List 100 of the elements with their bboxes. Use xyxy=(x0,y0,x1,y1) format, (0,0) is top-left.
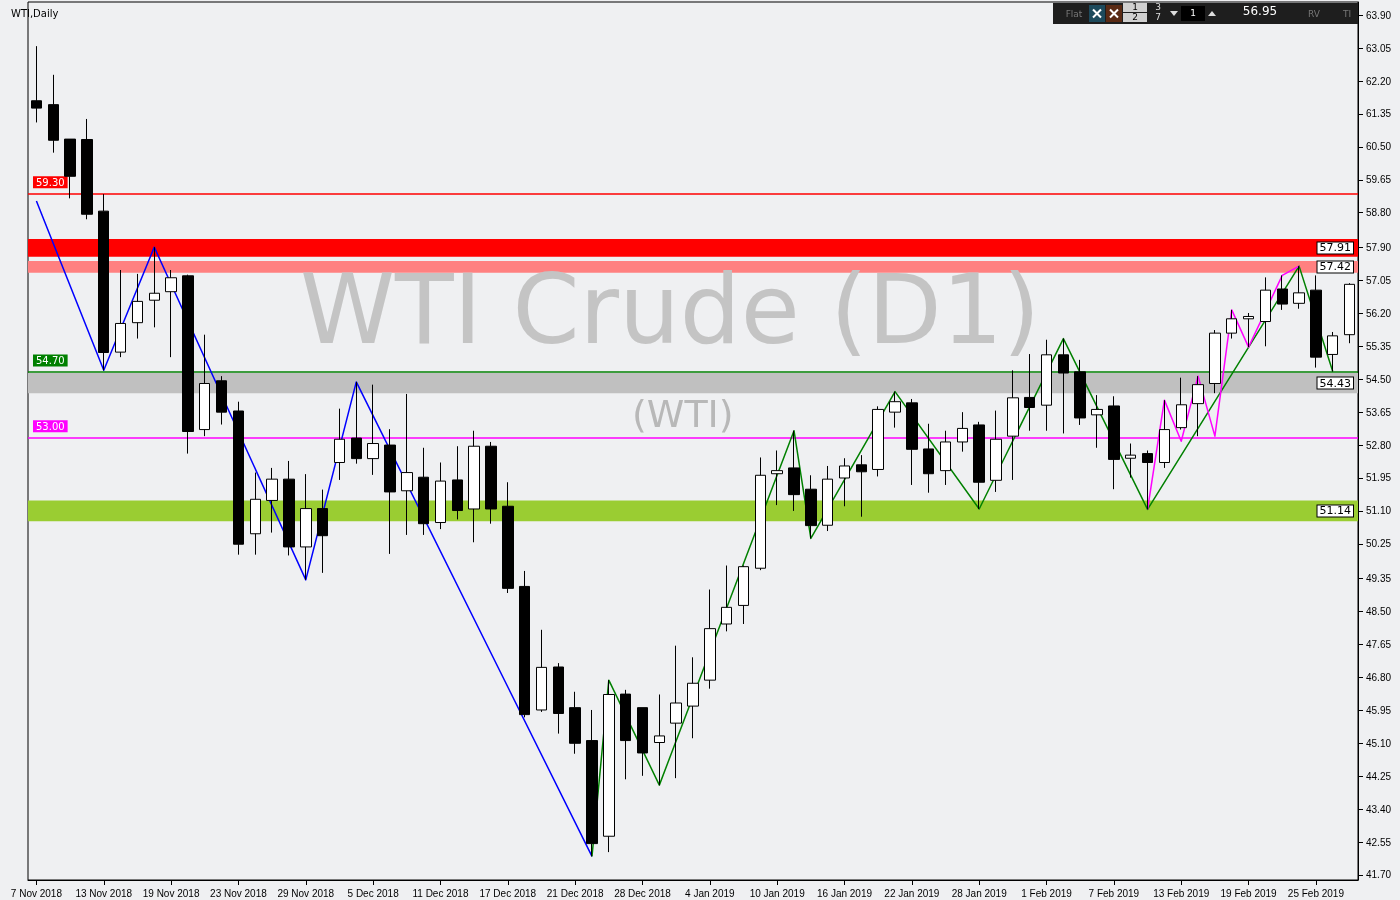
candlestick xyxy=(738,565,749,625)
candlestick xyxy=(721,565,732,632)
candlestick xyxy=(233,401,244,556)
annotation: 3 xyxy=(1154,2,1162,12)
x-tick-label: 28 Jan 2019 xyxy=(951,887,1008,899)
y-tick-label: 58.80 xyxy=(1366,207,1392,219)
x-tick-label: 7 Nov 2018 xyxy=(10,887,63,899)
band-label: 51.14 xyxy=(1319,504,1351,518)
y-tick-label: 61.35 xyxy=(1366,108,1392,120)
annotation: TI xyxy=(1341,8,1353,21)
candlestick xyxy=(1074,359,1086,426)
y-tick-label: 55.35 xyxy=(1366,340,1392,352)
y-tick-label: 63.90 xyxy=(1366,9,1392,21)
candlestick xyxy=(822,465,833,532)
y-tick-label: 51.10 xyxy=(1366,505,1392,517)
candlestick xyxy=(266,467,278,534)
x-tick-label: 29 Nov 2018 xyxy=(277,887,335,899)
candlestick xyxy=(1277,274,1288,311)
candlestick xyxy=(384,428,396,555)
y-tick-label: 41.70 xyxy=(1366,869,1392,881)
y-tick-label: 63.05 xyxy=(1366,42,1392,54)
y-tick-label: 56.20 xyxy=(1366,307,1392,319)
candlestick xyxy=(805,474,817,539)
y-tick-label: 48.50 xyxy=(1366,606,1392,618)
y-tick-label: 45.95 xyxy=(1366,704,1392,716)
candlestick xyxy=(889,391,901,429)
x-tick-label: 10 Jan 2019 xyxy=(749,887,806,899)
y-tick-label: 44.25 xyxy=(1366,770,1392,782)
candlestick xyxy=(418,447,429,536)
candlestick xyxy=(485,441,497,525)
candlestick xyxy=(1293,265,1305,310)
annotation: (WTI) xyxy=(632,392,734,436)
y-tick-label: 47.65 xyxy=(1366,639,1392,651)
y-tick-label: 54.50 xyxy=(1366,373,1392,385)
candlestick xyxy=(250,472,261,556)
candlestick xyxy=(149,246,160,328)
candlestick xyxy=(872,405,884,477)
band-label: 54.43 xyxy=(1319,376,1351,390)
y-tick-label: 43.40 xyxy=(1366,803,1392,815)
annotation: 1 xyxy=(1123,2,1147,12)
x-tick-label: 11 Dec 2018 xyxy=(412,887,469,899)
candlestick xyxy=(1243,312,1254,348)
candlestick xyxy=(755,456,766,571)
candlestick xyxy=(1176,377,1187,431)
candlestick xyxy=(687,656,699,739)
x-tick-label: 1 Feb 2019 xyxy=(1021,887,1073,899)
candlestick xyxy=(1344,282,1355,344)
candlestick xyxy=(1125,443,1136,479)
y-tick-label: 57.90 xyxy=(1366,242,1392,254)
candlestick xyxy=(923,423,934,494)
candlestick xyxy=(788,430,800,512)
y-tick-label: 59.65 xyxy=(1366,174,1392,186)
candlestick xyxy=(48,74,59,154)
candlestick xyxy=(351,381,362,465)
candlestick xyxy=(1007,369,1019,481)
annotation: RV xyxy=(1307,8,1321,21)
candlestick xyxy=(283,460,295,556)
annotation: 2 xyxy=(1123,12,1147,22)
candlestick xyxy=(704,589,716,690)
candlestick xyxy=(771,449,783,506)
y-tick-label: 45.10 xyxy=(1366,737,1392,749)
candlestick xyxy=(31,45,42,123)
band-label: 57.42 xyxy=(1319,260,1351,274)
ref-line-label: 54.70 xyxy=(36,354,65,366)
y-tick-label: 51.95 xyxy=(1366,472,1392,484)
candlestick xyxy=(569,691,581,755)
y-tick-label: 46.80 xyxy=(1366,671,1392,683)
annotation: Flat xyxy=(1064,8,1084,21)
candlestick xyxy=(300,473,312,581)
annotation: 1 xyxy=(1181,6,1205,21)
candlestick xyxy=(670,645,682,779)
x-tick-label: 21 Dec 2018 xyxy=(546,887,604,899)
x-tick-label: 7 Feb 2019 xyxy=(1088,887,1140,899)
x-tick-label: 28 Dec 2018 xyxy=(614,887,672,899)
candlestick xyxy=(536,629,547,713)
candlestick xyxy=(115,269,126,358)
y-tick-label: 60.50 xyxy=(1366,141,1392,153)
candlestick xyxy=(1192,375,1204,437)
y-tick-label: 50.25 xyxy=(1366,538,1392,550)
x-tick-label: 19 Nov 2018 xyxy=(142,887,200,899)
candlestick xyxy=(1091,394,1103,449)
ref-line-label: 53.00 xyxy=(36,420,65,432)
candlestick xyxy=(1310,274,1322,369)
x-tick-label: 19 Feb 2019 xyxy=(1220,887,1278,899)
candlestick xyxy=(586,709,598,857)
candlestick xyxy=(502,481,514,594)
band-label: 57.91 xyxy=(1319,241,1351,255)
candlestick xyxy=(519,570,530,718)
candlestick xyxy=(1159,399,1170,469)
candlestick xyxy=(1108,395,1120,490)
candlestick xyxy=(64,138,76,199)
candlestick xyxy=(401,393,413,536)
candlestick xyxy=(906,398,918,486)
candlestick xyxy=(98,193,109,371)
ref-line-label: 59.30 xyxy=(36,176,65,188)
y-tick-label: 62.20 xyxy=(1366,75,1392,87)
x-tick-label: 17 Dec 2018 xyxy=(479,887,537,899)
x-tick-label: 4 Jan 2019 xyxy=(685,887,736,899)
candlestick xyxy=(620,689,631,780)
candlestick xyxy=(957,411,968,453)
